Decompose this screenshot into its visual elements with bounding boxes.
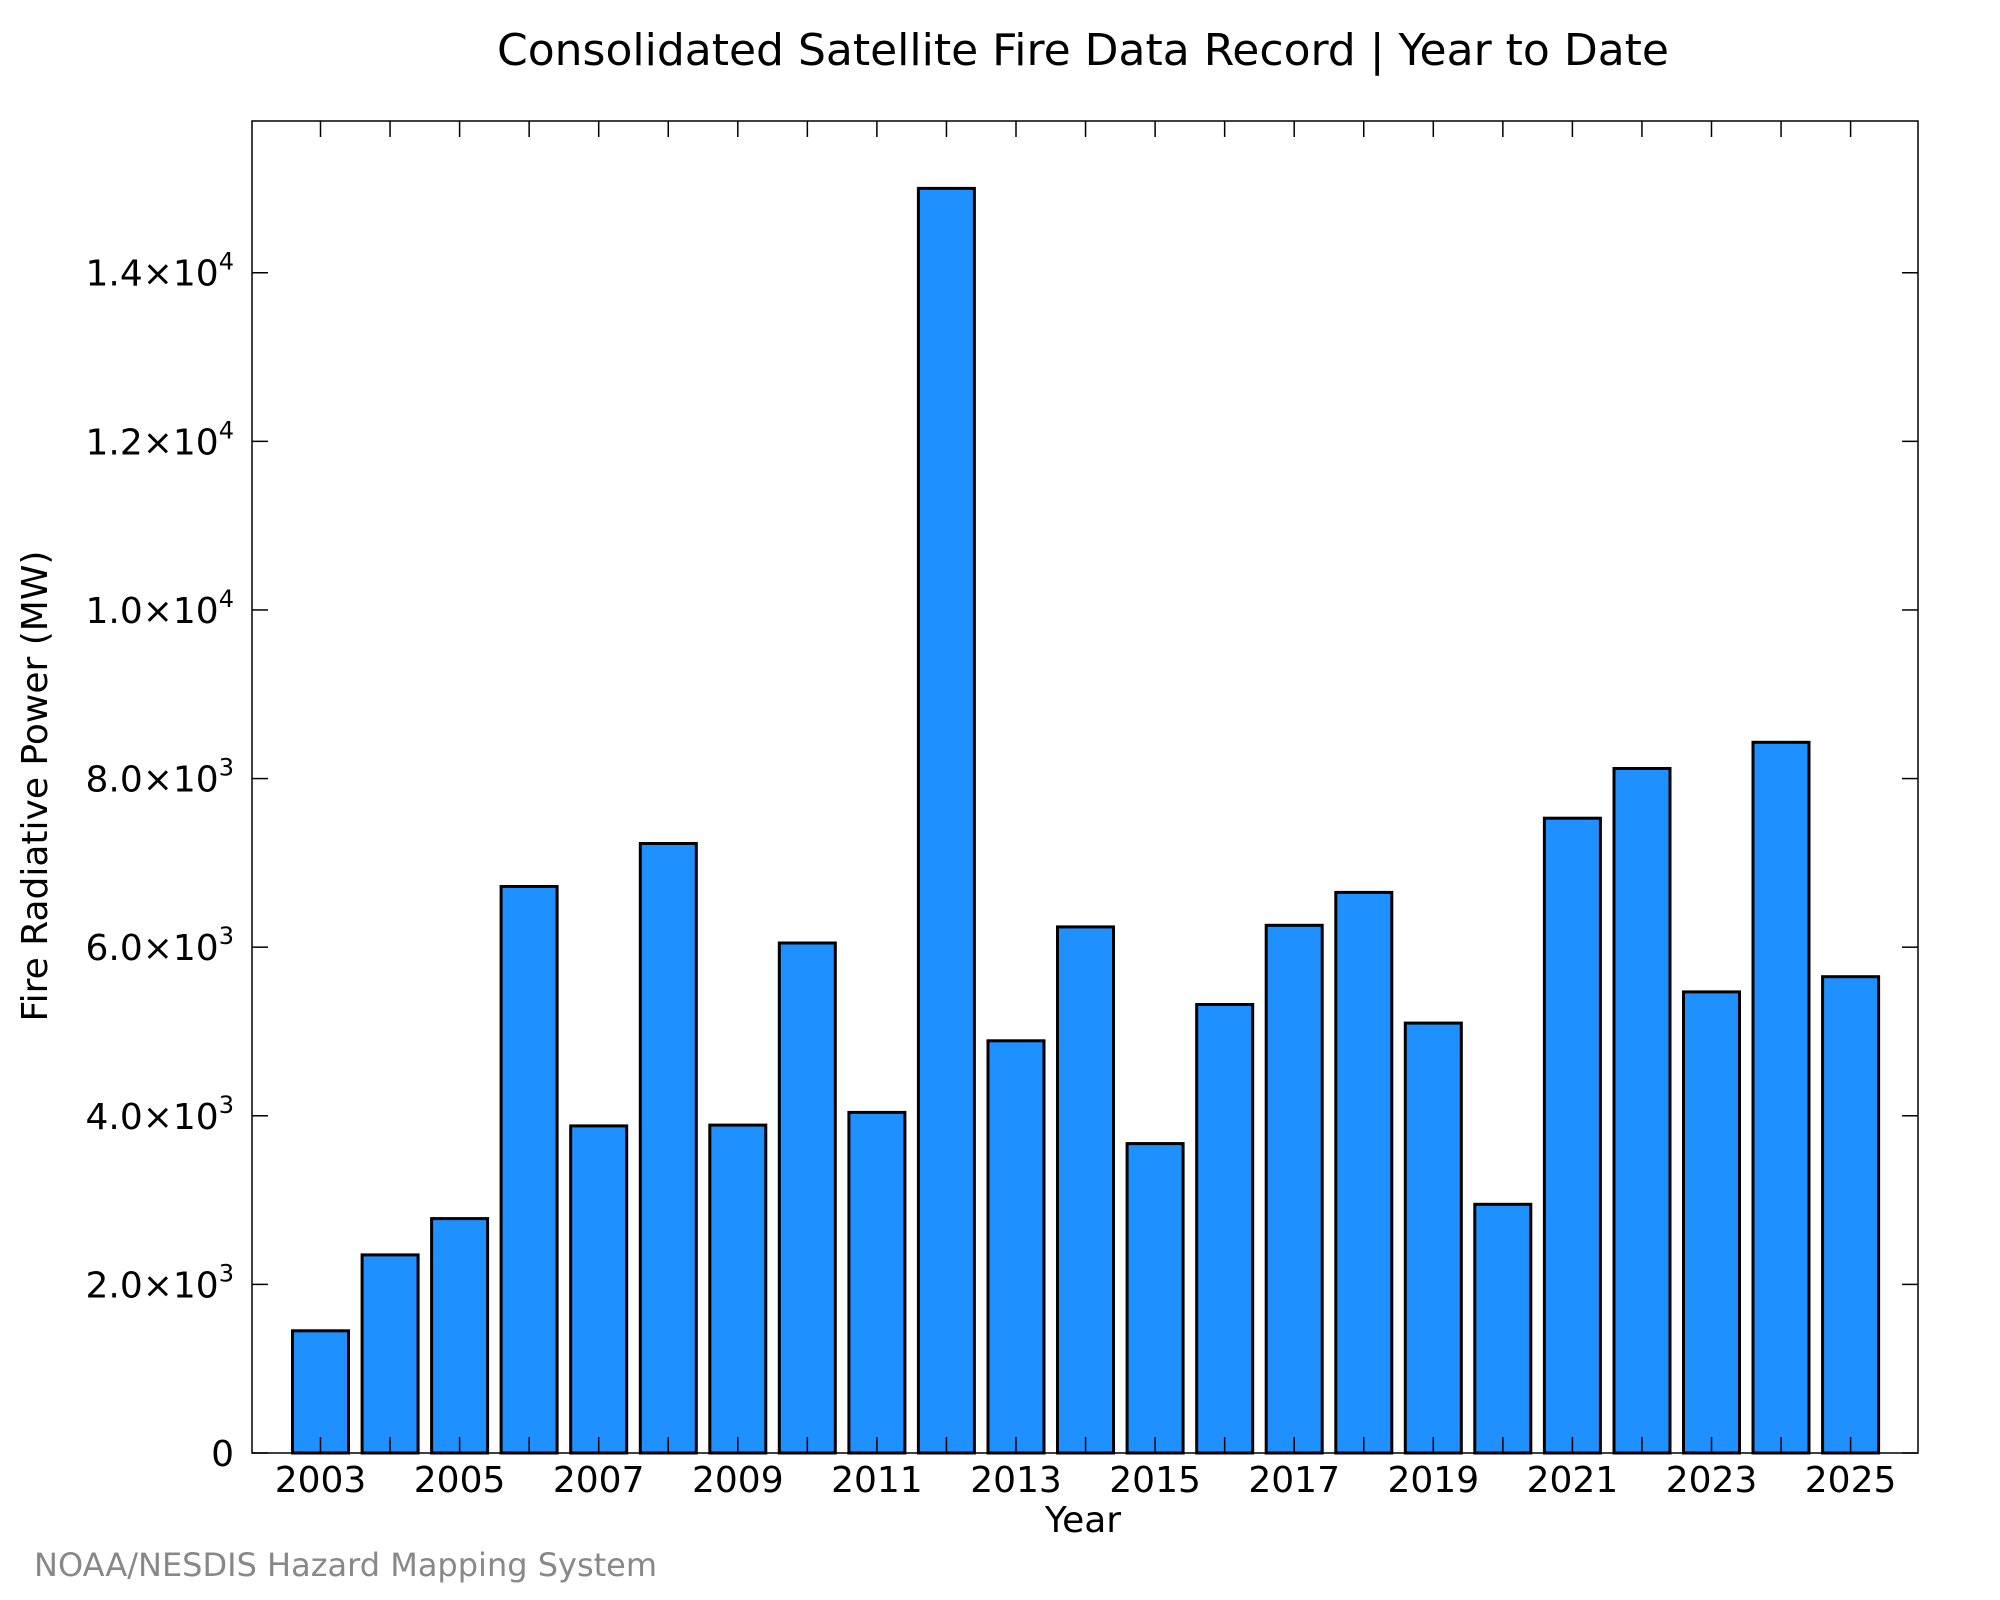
y-tick-label-1: 2.0×103 xyxy=(85,1259,234,1306)
x-tick-label-2023: 2023 xyxy=(1666,1460,1758,1501)
y-tick-exponent: 3 xyxy=(219,1259,234,1287)
bar-2010 xyxy=(777,941,837,1455)
bar-2020 xyxy=(1473,1202,1533,1455)
x-tick-label-2017: 2017 xyxy=(1248,1460,1340,1501)
x-tick-label-2009: 2009 xyxy=(692,1460,784,1501)
x-tick-label-2003: 2003 xyxy=(275,1460,367,1501)
bar-2009 xyxy=(708,1123,768,1455)
y-tick-mantissa: 1.0×10 xyxy=(85,591,218,632)
y-tick-exponent: 4 xyxy=(219,585,234,613)
y-tick-label-6: 1.2×104 xyxy=(85,416,234,463)
x-tick-label-2019: 2019 xyxy=(1387,1460,1479,1501)
bars-group xyxy=(291,186,1881,1455)
x-tick-label-2011: 2011 xyxy=(831,1460,923,1501)
bar-2023 xyxy=(1682,990,1741,1455)
bar-2017 xyxy=(1264,923,1324,1455)
y-tick-exponent: 3 xyxy=(219,754,234,782)
bar-2014 xyxy=(1056,925,1115,1455)
y-axis: 02.0×1034.0×1036.0×1038.0×1031.0×1041.2×… xyxy=(85,248,1918,1475)
y-tick-mantissa: 4.0×10 xyxy=(85,1097,218,1138)
bar-2007 xyxy=(569,1124,629,1455)
y-tick-mantissa: 1.2×10 xyxy=(85,422,218,463)
bar-2021 xyxy=(1542,816,1602,1455)
x-tick-label-2025: 2025 xyxy=(1805,1460,1897,1501)
bar-2008 xyxy=(638,842,698,1455)
bar-2018 xyxy=(1334,890,1394,1455)
bar-2024 xyxy=(1751,740,1811,1455)
x-axis: 2003 2005 2007 2009 2011 2013 2015 2017 2019 2021… xyxy=(275,121,1897,1501)
x-tick-label-2015: 2015 xyxy=(1109,1460,1201,1501)
y-tick-exponent: 4 xyxy=(219,248,234,276)
y-tick-mantissa: 0 xyxy=(211,1434,234,1475)
bar-2016 xyxy=(1195,1003,1255,1455)
y-tick-exponent: 3 xyxy=(219,1091,234,1119)
bar-2006 xyxy=(499,885,559,1455)
bar-2012 xyxy=(916,186,976,1455)
bar-2011 xyxy=(847,1110,907,1455)
y-tick-label-7: 1.4×104 xyxy=(85,248,234,295)
bar-2019 xyxy=(1403,1021,1463,1455)
bar-2003 xyxy=(291,1329,350,1455)
y-tick-label-0: 0 xyxy=(211,1434,234,1475)
y-tick-label-5: 1.0×104 xyxy=(85,585,234,632)
bar-2022 xyxy=(1612,767,1672,1455)
bar-2004 xyxy=(360,1253,420,1455)
chart-title: Consolidated Satellite Fire Data Record … xyxy=(497,25,1669,76)
y-axis-label: Fire Radiative Power (MW) xyxy=(15,551,56,1022)
x-tick-label-2007: 2007 xyxy=(553,1460,645,1501)
bar-2015 xyxy=(1125,1142,1185,1455)
y-tick-label-2: 4.0×103 xyxy=(85,1091,234,1138)
x-tick-label-2005: 2005 xyxy=(414,1460,506,1501)
x-tick-label-2021: 2021 xyxy=(1527,1460,1619,1501)
y-tick-exponent: 3 xyxy=(219,922,234,950)
x-tick-label-2013: 2013 xyxy=(970,1460,1062,1501)
bar-2013 xyxy=(986,1039,1046,1455)
bar-2005 xyxy=(430,1217,490,1455)
y-tick-label-3: 6.0×103 xyxy=(85,922,234,969)
y-tick-mantissa: 2.0×10 xyxy=(85,1265,218,1306)
source-credit: NOAA/NESDIS Hazard Mapping System xyxy=(34,1546,658,1584)
x-axis-label: Year xyxy=(1044,1500,1121,1541)
y-tick-mantissa: 8.0×10 xyxy=(85,760,218,801)
bar-2025 xyxy=(1821,975,1881,1455)
y-tick-mantissa: 6.0×10 xyxy=(85,928,218,969)
y-tick-exponent: 4 xyxy=(219,416,234,444)
y-tick-label-4: 8.0×103 xyxy=(85,754,234,801)
y-tick-mantissa: 1.4×10 xyxy=(85,254,218,295)
